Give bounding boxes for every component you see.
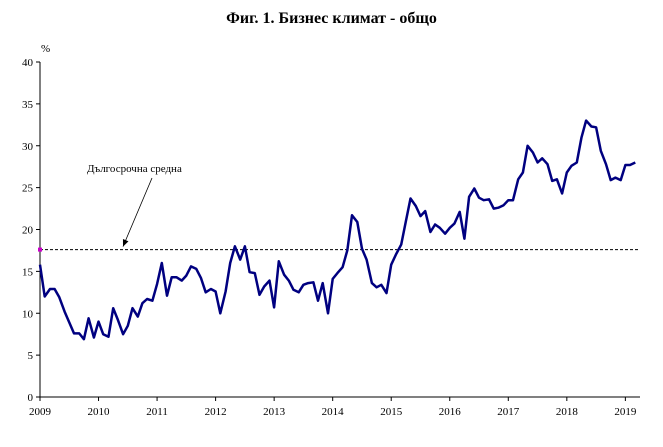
x-tick-label: 2017 [497, 406, 520, 418]
y-tick-label: 40 [22, 57, 34, 69]
y-tick-label: 15 [22, 266, 34, 278]
x-tick-label: 2011 [146, 406, 168, 418]
x-tick-label: 2019 [614, 406, 637, 418]
chart-title: Фиг. 1. Бизнес климат - общо [226, 10, 437, 27]
y-unit-label: % [41, 43, 50, 55]
y-tick-label: 25 [22, 183, 34, 195]
y-tick-label: 20 [22, 225, 34, 237]
x-tick-label: 2013 [263, 406, 286, 418]
x-tick-label: 2016 [439, 406, 462, 418]
annotation-arrowhead [122, 238, 129, 247]
x-ticks: 2009 2010 2011 2012 2013 2014 2015 2016 2017 2018… [29, 397, 637, 418]
x-tick-label: 2010 [88, 406, 111, 418]
y-tick-label: 30 [22, 141, 34, 153]
series-line [38, 119, 636, 341]
x-tick-label: 2012 [205, 406, 227, 418]
x-tick-label: 2015 [380, 406, 403, 418]
x-tick-label: 2009 [29, 406, 52, 418]
x-tick-label: 2018 [556, 406, 579, 418]
x-tick-label: 2014 [322, 406, 345, 418]
y-tick-label: 10 [22, 308, 34, 320]
y-tick-label: 5 [28, 350, 34, 362]
annotation-arrow [122, 177, 153, 247]
long-term-average-label: Дългосрочна средна [87, 163, 182, 175]
y-ticks: 0 5 10 15 20 25 30 35 40 [22, 57, 40, 404]
y-tick-label: 0 [28, 392, 34, 404]
long-term-average-marker [38, 247, 42, 252]
y-tick-label: 35 [22, 99, 34, 111]
